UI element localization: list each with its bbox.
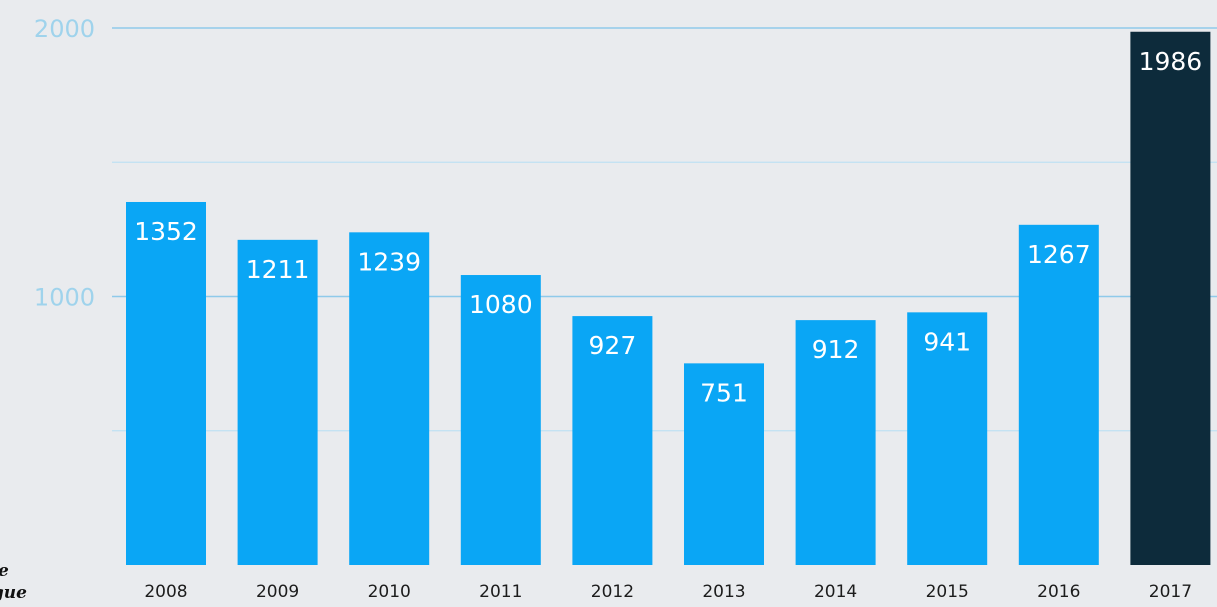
bar-label-2014: 912 [812, 335, 860, 364]
bar-2012 [572, 316, 653, 565]
bar-label-2013: 751 [700, 378, 748, 407]
bar-2011 [460, 275, 541, 565]
xtick-label-2016: 2016 [1037, 582, 1080, 602]
bar-2017 [1130, 31, 1211, 566]
bar-2015 [907, 312, 988, 565]
bar-2014 [795, 320, 876, 565]
bar-label-2008: 1352 [134, 217, 198, 246]
ytick-label-2000: 2000 [34, 15, 95, 43]
source-note-line-2: eague [0, 583, 27, 603]
bar-label-2009: 1211 [246, 255, 310, 284]
ytick-label-1000: 1000 [34, 284, 95, 312]
source-note-line-1: e [0, 560, 120, 582]
xtick-label-2012: 2012 [591, 582, 634, 602]
xtick-label-2015: 2015 [926, 582, 969, 602]
xtick-label-2009: 2009 [256, 582, 299, 602]
xtick-label-2011: 2011 [479, 582, 522, 602]
bar-label-2012: 927 [589, 331, 637, 360]
bar-label-2010: 1239 [357, 247, 421, 276]
source-note: e eague [0, 560, 120, 604]
xtick-label-2010: 2010 [368, 582, 411, 602]
bar-label-2011: 1080 [469, 290, 533, 319]
xtick-label-2013: 2013 [702, 582, 745, 602]
xtick-label-2017: 2017 [1149, 582, 1192, 602]
bar-label-2015: 941 [923, 327, 971, 356]
bar-2013 [684, 363, 764, 565]
xtick-label-2008: 2008 [144, 582, 187, 602]
bar-label-2016: 1267 [1027, 240, 1091, 269]
bar-label-2017: 1986 [1139, 47, 1203, 76]
bar-2010 [349, 232, 430, 566]
xtick-label-2014: 2014 [814, 582, 857, 602]
bar-2008 [126, 201, 206, 565]
bar-2009 [237, 239, 318, 565]
bar-2016 [1018, 224, 1099, 566]
